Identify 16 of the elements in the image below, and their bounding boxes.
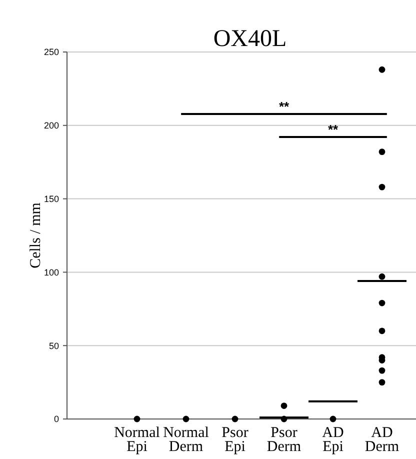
y-tick-label: 200 [44,120,59,131]
annotation: ** [278,99,290,114]
x-tick-label: Psor Derm [266,425,302,455]
x-tick-label: AD Derm [364,425,400,455]
y-tick-label: 150 [44,194,59,204]
annotation: ** [328,122,339,137]
x-tick-label: Normal Derm [163,425,209,455]
x-tick-label: AD Epi [322,425,344,455]
y-axis-title: Cells / mm [28,202,44,268]
y-tick-label: 50 [48,340,59,351]
x-tick-label: Psor Epi [222,425,248,455]
y-tick-label: 0 [54,414,59,424]
y-tick-label: 100 [44,267,59,278]
chart-title: OX40L [213,26,287,52]
y-tick-label: 250 [44,47,59,58]
x-tick-label: Normal Epi [114,425,160,455]
